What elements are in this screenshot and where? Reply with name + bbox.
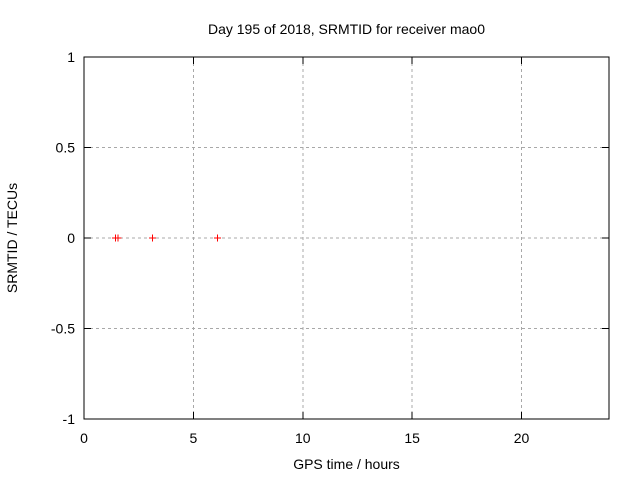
x-tick-label: 10 (295, 430, 311, 446)
y-tick-label: 1 (67, 49, 75, 65)
chart-title: Day 195 of 2018, SRMTID for receiver mao… (207, 21, 485, 37)
y-tick-label: 0 (67, 230, 75, 246)
x-tick-label: 0 (80, 430, 88, 446)
y-tick-label: 0.5 (56, 140, 76, 156)
x-axis-label: GPS time / hours (293, 456, 400, 472)
x-tick-label: 15 (404, 430, 420, 446)
y-tick-label: -1 (63, 411, 76, 427)
x-tick-label: 20 (514, 430, 530, 446)
y-axis-label: SRMTID / TECUs (4, 182, 20, 294)
y-tick-label: -0.5 (51, 321, 75, 337)
x-tick-label: 5 (189, 430, 197, 446)
